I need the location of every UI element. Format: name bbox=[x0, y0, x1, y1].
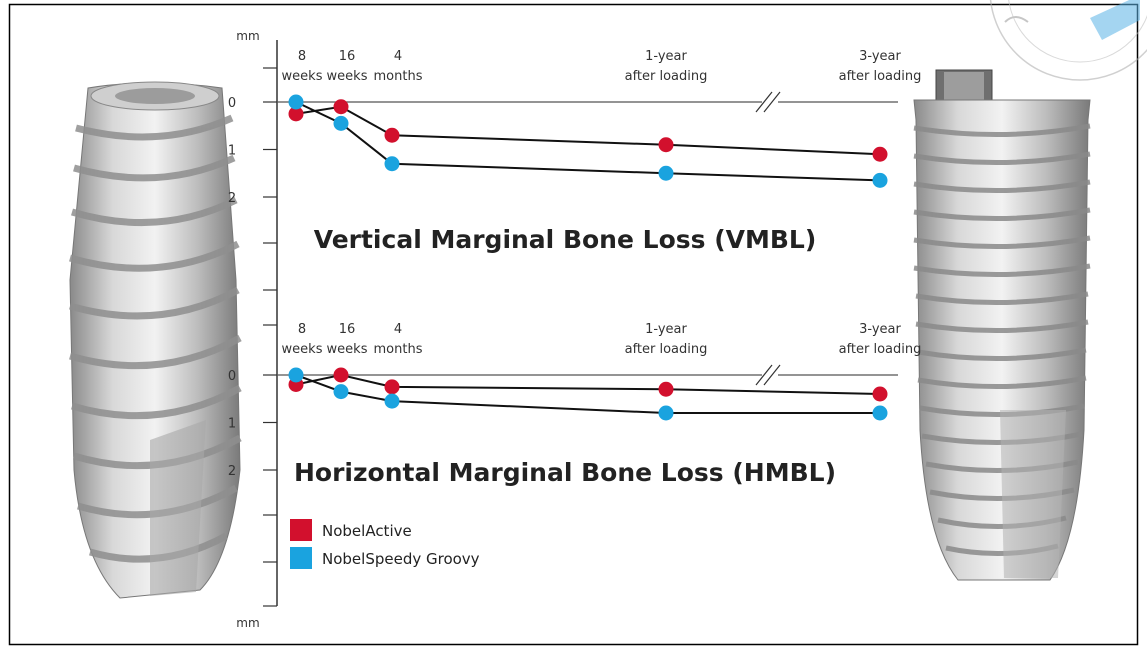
panel-2: 0 1 2 8 weeks 16 weeks 4 months 1-year after loadi… bbox=[228, 322, 922, 563]
data-point-nobelactive bbox=[384, 379, 400, 395]
legend: NobelActive NobelSpeedy Groovy bbox=[290, 519, 480, 569]
data-point-nobelactive bbox=[384, 127, 400, 143]
y-tick-label: 1 bbox=[228, 144, 236, 159]
data-point-nobelactive bbox=[333, 99, 349, 115]
data-point-nobelactive bbox=[872, 386, 888, 402]
x-tick-label-line: months bbox=[374, 342, 423, 357]
data-point-nobelactive bbox=[658, 381, 674, 397]
chart-panels: 0 1 2 8 weeks 16 weeks 4 months 1-year after loadi… bbox=[228, 49, 922, 563]
data-point-nobelspeedy-groovy bbox=[872, 172, 888, 188]
axis-unit-top: mm bbox=[236, 29, 259, 43]
x-tick-label: 1-year after loading bbox=[625, 322, 708, 357]
x-tick-label-line: after loading bbox=[625, 69, 708, 84]
axis-break-mark bbox=[763, 364, 781, 386]
panel-1: 0 1 2 8 weeks 16 weeks 4 months 1-year after loadi… bbox=[228, 49, 922, 291]
x-tick-label-line: 3-year bbox=[859, 49, 901, 64]
x-tick-label-line: 1-year bbox=[645, 49, 687, 64]
data-point-nobelspeedy-groovy bbox=[288, 367, 304, 383]
x-tick-label-line: after loading bbox=[625, 342, 708, 357]
data-point-nobelspeedy-groovy bbox=[384, 156, 400, 172]
data-point-nobelactive bbox=[872, 146, 888, 162]
x-tick-label-line: after loading bbox=[839, 342, 922, 357]
legend-label-nobelactive: NobelActive bbox=[322, 522, 412, 540]
axis-break-mark bbox=[755, 91, 773, 113]
data-point-nobelspeedy-groovy bbox=[288, 94, 304, 110]
x-tick-label-line: 16 bbox=[339, 49, 356, 64]
x-tick-label: 1-year after loading bbox=[625, 49, 708, 84]
implant-left-icon bbox=[69, 81, 242, 599]
legend-swatch-nobelspeedy-groovy bbox=[290, 547, 312, 569]
data-point-nobelactive bbox=[288, 106, 304, 122]
x-tick-label-line: 4 bbox=[394, 322, 402, 337]
x-tick-label: 16 weeks bbox=[327, 49, 368, 84]
y-tick-label: 2 bbox=[228, 464, 236, 479]
axis-unit-bottom: mm bbox=[236, 616, 259, 630]
x-tick-label: 4 months bbox=[374, 322, 423, 357]
data-point-nobelactive bbox=[658, 137, 674, 153]
data-point-nobelspeedy-groovy bbox=[333, 115, 349, 131]
y-axis: mm mm bbox=[236, 29, 278, 630]
x-tick-label: 4 months bbox=[374, 49, 423, 84]
x-tick-label-line: weeks bbox=[327, 69, 368, 84]
x-tick-label-line: 16 bbox=[339, 322, 356, 337]
x-tick-label: 8 weeks bbox=[282, 49, 323, 84]
legend-label-nobelspeedy-groovy: NobelSpeedy Groovy bbox=[322, 550, 480, 568]
watermark-seal bbox=[989, 0, 1147, 81]
x-tick-label-line: after loading bbox=[839, 69, 922, 84]
x-tick-label: 3-year after loading bbox=[839, 49, 922, 84]
data-point-nobelspeedy-groovy bbox=[658, 165, 674, 181]
data-point-nobelspeedy-groovy bbox=[384, 393, 400, 409]
x-tick-label: 16 weeks bbox=[327, 322, 368, 357]
axis-break-mark bbox=[755, 364, 773, 386]
data-point-nobelactive bbox=[333, 367, 349, 383]
x-tick-label: 3-year after loading bbox=[839, 322, 922, 357]
x-tick-label-line: 8 bbox=[298, 322, 306, 337]
y-tick-label: 1 bbox=[228, 417, 236, 432]
chart-title: Horizontal Marginal Bone Loss (HMBL) bbox=[294, 458, 836, 487]
implant-right-icon bbox=[913, 69, 1091, 581]
data-point-nobelspeedy-groovy bbox=[872, 405, 888, 421]
x-tick-label-line: weeks bbox=[327, 342, 368, 357]
y-tick-label: 2 bbox=[228, 191, 236, 206]
x-tick-label-line: 1-year bbox=[645, 322, 687, 337]
data-point-nobelspeedy-groovy bbox=[333, 384, 349, 400]
chart-title: Vertical Marginal Bone Loss (VMBL) bbox=[314, 225, 817, 254]
legend-swatch-nobelactive bbox=[290, 519, 312, 541]
y-tick-label: 0 bbox=[228, 369, 236, 384]
data-point-nobelspeedy-groovy bbox=[658, 405, 674, 421]
x-tick-label: 8 weeks bbox=[282, 322, 323, 357]
x-tick-label-line: months bbox=[374, 69, 423, 84]
x-tick-label-line: 4 bbox=[394, 49, 402, 64]
x-tick-label-line: 8 bbox=[298, 49, 306, 64]
y-tick-label: 0 bbox=[228, 96, 236, 111]
x-tick-label-line: weeks bbox=[282, 342, 323, 357]
x-tick-label-line: weeks bbox=[282, 69, 323, 84]
axis-break-mark bbox=[763, 91, 781, 113]
x-tick-label-line: 3-year bbox=[859, 322, 901, 337]
